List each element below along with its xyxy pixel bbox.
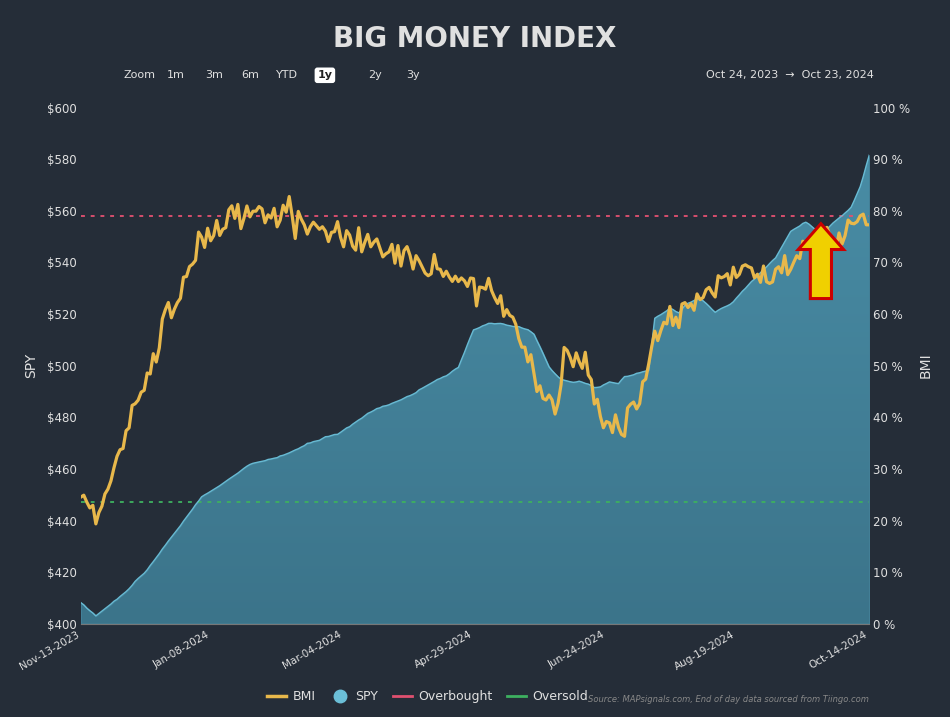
Y-axis label: BMI: BMI: [919, 353, 933, 379]
Text: YTD: YTD: [276, 70, 298, 80]
Text: 2y: 2y: [369, 70, 382, 80]
Y-axis label: SPY: SPY: [25, 353, 38, 379]
Text: 1m: 1m: [167, 70, 184, 80]
FancyArrow shape: [798, 224, 844, 298]
Text: 3y: 3y: [407, 70, 420, 80]
Text: 1y: 1y: [317, 70, 332, 80]
Text: Source: MAPsignals.com, End of day data sourced from Tiingo.com: Source: MAPsignals.com, End of day data …: [588, 695, 869, 704]
Legend: BMI, SPY, Overbought, Oversold: BMI, SPY, Overbought, Oversold: [262, 685, 593, 708]
Text: Zoom: Zoom: [124, 70, 156, 80]
Text: BIG MONEY INDEX: BIG MONEY INDEX: [333, 25, 617, 53]
Text: 6m: 6m: [241, 70, 258, 80]
Text: Oct 24, 2023  →  Oct 23, 2024: Oct 24, 2023 → Oct 23, 2024: [706, 70, 874, 80]
Text: 3m: 3m: [205, 70, 222, 80]
